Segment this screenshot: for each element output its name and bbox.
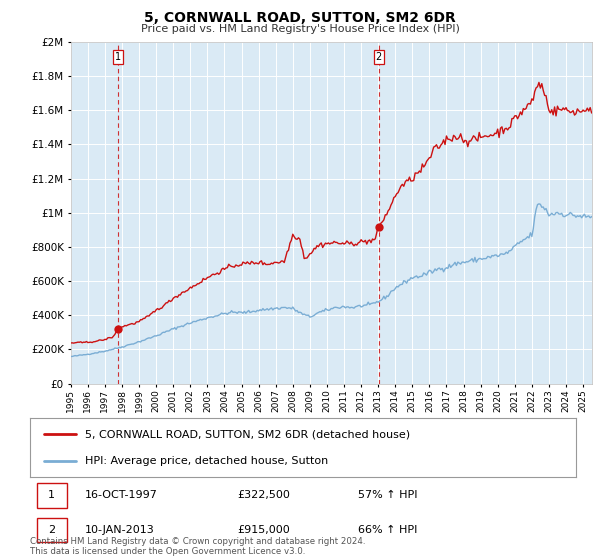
Text: 57% ↑ HPI: 57% ↑ HPI xyxy=(358,491,417,501)
Text: Price paid vs. HM Land Registry's House Price Index (HPI): Price paid vs. HM Land Registry's House … xyxy=(140,24,460,34)
Text: £915,000: £915,000 xyxy=(238,525,290,535)
Text: 2: 2 xyxy=(48,525,55,535)
Text: Contains HM Land Registry data © Crown copyright and database right 2024.
This d: Contains HM Land Registry data © Crown c… xyxy=(30,536,365,556)
Bar xyxy=(37,483,67,507)
Text: 1: 1 xyxy=(48,491,55,501)
Text: 5, CORNWALL ROAD, SUTTON, SM2 6DR: 5, CORNWALL ROAD, SUTTON, SM2 6DR xyxy=(144,11,456,25)
Text: 5, CORNWALL ROAD, SUTTON, SM2 6DR (detached house): 5, CORNWALL ROAD, SUTTON, SM2 6DR (detac… xyxy=(85,429,410,439)
Text: 10-JAN-2013: 10-JAN-2013 xyxy=(85,525,154,535)
Text: £322,500: £322,500 xyxy=(238,491,290,501)
Text: 66% ↑ HPI: 66% ↑ HPI xyxy=(358,525,417,535)
Text: 1: 1 xyxy=(115,52,122,62)
Text: HPI: Average price, detached house, Sutton: HPI: Average price, detached house, Sutt… xyxy=(85,456,328,466)
Text: 2: 2 xyxy=(376,52,382,62)
Text: 16-OCT-1997: 16-OCT-1997 xyxy=(85,491,157,501)
Bar xyxy=(37,518,67,542)
